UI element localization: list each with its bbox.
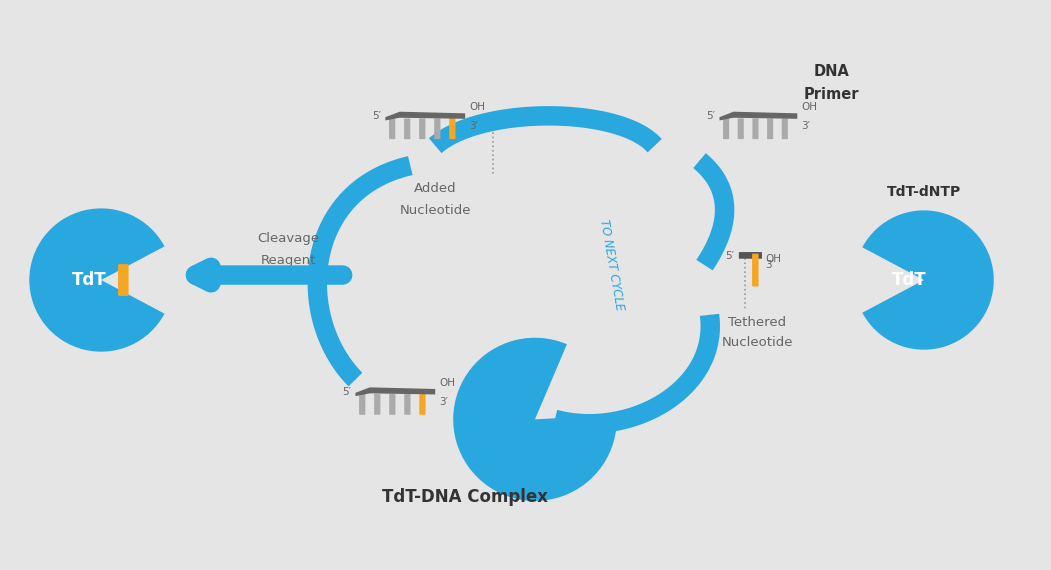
- FancyBboxPatch shape: [449, 116, 455, 139]
- FancyBboxPatch shape: [782, 119, 788, 139]
- FancyBboxPatch shape: [419, 391, 426, 415]
- Text: 3′: 3′: [765, 260, 775, 270]
- Text: Primer: Primer: [803, 87, 859, 103]
- FancyBboxPatch shape: [767, 119, 774, 139]
- Text: 5′: 5′: [372, 111, 382, 121]
- Text: 3′: 3′: [439, 397, 448, 407]
- FancyBboxPatch shape: [405, 394, 411, 415]
- Wedge shape: [29, 209, 165, 352]
- Text: Reagent: Reagent: [261, 254, 316, 267]
- FancyBboxPatch shape: [434, 119, 440, 139]
- Text: DNA: DNA: [813, 63, 849, 79]
- FancyBboxPatch shape: [419, 119, 426, 139]
- Text: Added: Added: [414, 182, 456, 195]
- Text: OH: OH: [469, 102, 486, 112]
- Text: OH: OH: [765, 254, 781, 264]
- Text: Cleavage: Cleavage: [257, 232, 320, 245]
- Text: Nucleotide: Nucleotide: [399, 204, 471, 217]
- FancyBboxPatch shape: [389, 119, 395, 139]
- Text: TdT: TdT: [71, 271, 106, 289]
- FancyBboxPatch shape: [739, 252, 762, 259]
- Text: 5′: 5′: [706, 111, 716, 121]
- FancyBboxPatch shape: [359, 394, 366, 415]
- Text: OH: OH: [801, 102, 818, 112]
- Wedge shape: [862, 210, 994, 349]
- Text: 5′: 5′: [343, 386, 351, 397]
- Text: TdT-dNTP: TdT-dNTP: [887, 185, 961, 199]
- FancyBboxPatch shape: [404, 119, 410, 139]
- FancyBboxPatch shape: [723, 119, 729, 139]
- FancyBboxPatch shape: [753, 254, 759, 287]
- Polygon shape: [720, 112, 798, 120]
- FancyBboxPatch shape: [118, 264, 128, 296]
- Text: TdT: TdT: [891, 271, 926, 289]
- Text: Tethered: Tethered: [728, 316, 786, 329]
- Polygon shape: [386, 112, 466, 120]
- FancyBboxPatch shape: [374, 394, 380, 415]
- Polygon shape: [355, 388, 435, 396]
- FancyBboxPatch shape: [389, 394, 395, 415]
- Text: TO NEXT CYCLE: TO NEXT CYCLE: [597, 218, 626, 312]
- Text: TdT-DNA Complex: TdT-DNA Complex: [383, 488, 549, 506]
- FancyBboxPatch shape: [738, 119, 744, 139]
- Text: 5′: 5′: [725, 251, 735, 262]
- Text: OH: OH: [439, 378, 455, 388]
- FancyBboxPatch shape: [753, 119, 759, 139]
- Text: 3′: 3′: [469, 121, 478, 131]
- Wedge shape: [453, 338, 617, 501]
- Text: 3′: 3′: [801, 121, 810, 131]
- Text: Nucleotide: Nucleotide: [722, 336, 794, 349]
